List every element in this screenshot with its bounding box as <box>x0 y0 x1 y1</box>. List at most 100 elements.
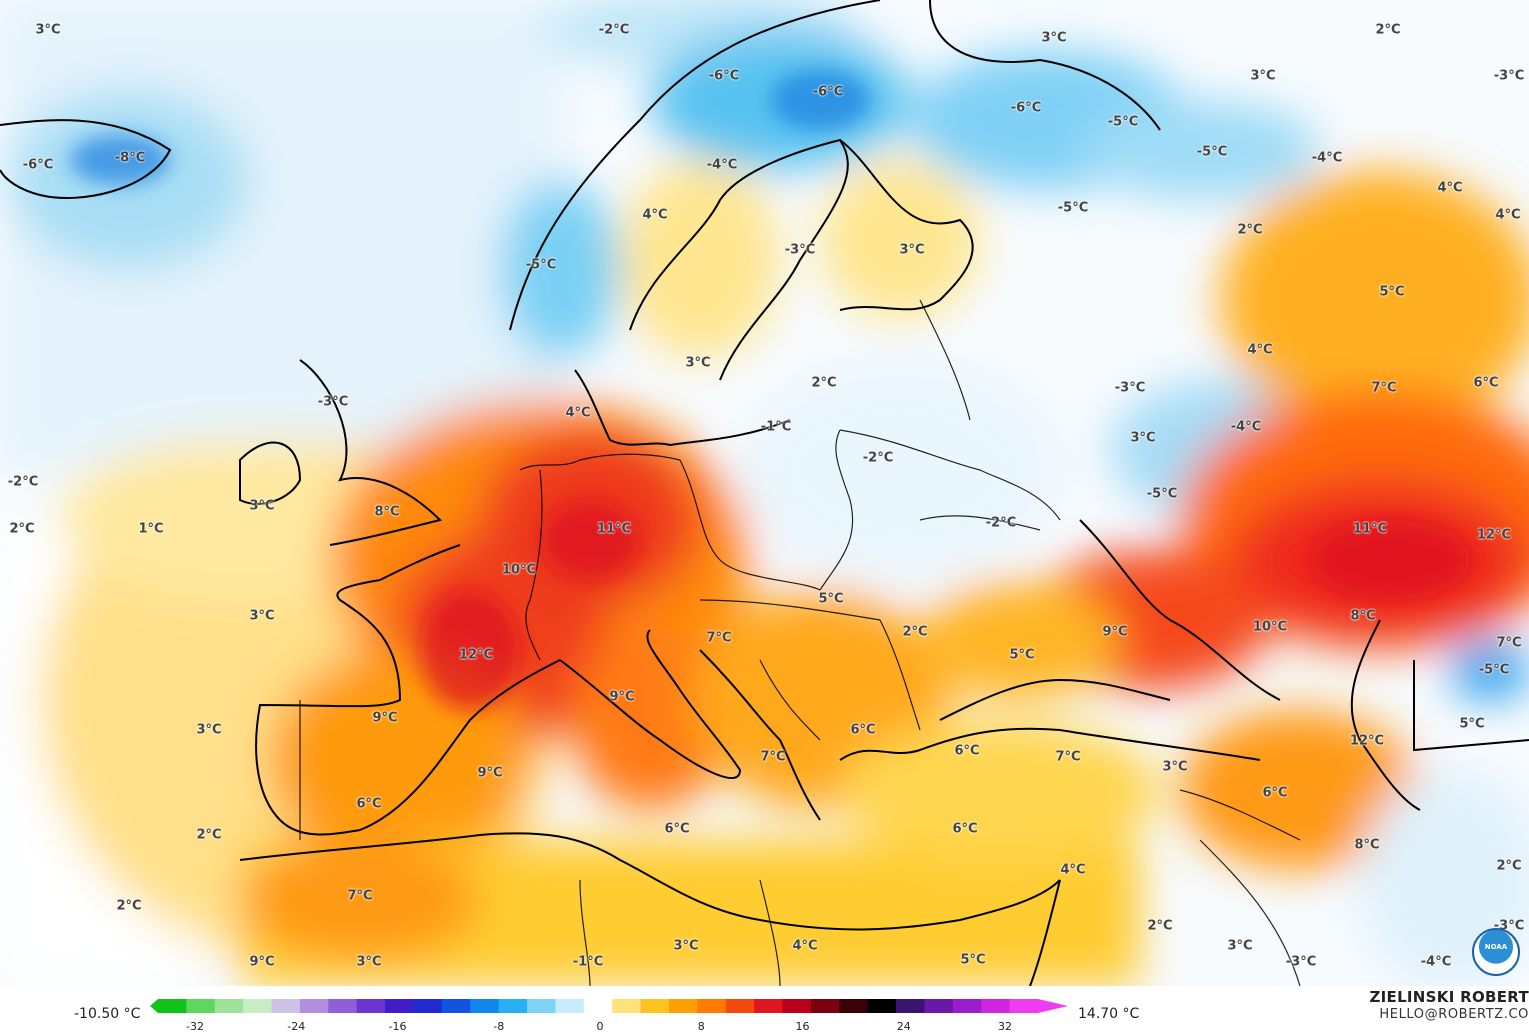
color-scale-segment <box>470 999 500 1013</box>
legend-max-value: 14.70 °C <box>1078 1006 1140 1022</box>
temperature-label: -5°C <box>1196 144 1228 160</box>
temperature-label: 3°C <box>1250 68 1276 84</box>
temperature-label: -4°C <box>1230 419 1262 435</box>
temperature-label: 9°C <box>249 954 275 970</box>
temperature-label: -3°C <box>1114 380 1146 396</box>
color-scale-segment <box>299 999 329 1013</box>
color-scale-segment <box>158 999 187 1013</box>
color-scale-segment <box>754 999 784 1013</box>
color-scale-segment <box>810 999 840 1013</box>
temperature-label: -4°C <box>1420 954 1452 970</box>
legend-tick-label: 32 <box>998 1020 1012 1033</box>
temperature-label: 9°C <box>609 689 635 705</box>
temperature-label: 6°C <box>664 821 690 837</box>
temperature-label: -2°C <box>985 515 1017 531</box>
temperature-label: 6°C <box>850 722 876 738</box>
temperature-label: -3°C <box>784 242 816 258</box>
temperature-label: 5°C <box>1459 716 1485 732</box>
temperature-label: 2°C <box>9 521 35 537</box>
temperature-label: -3°C <box>317 394 349 410</box>
temperature-label: 6°C <box>952 821 978 837</box>
temperature-label: -6°C <box>22 157 54 173</box>
temperature-label: 3°C <box>35 22 61 38</box>
temperature-label: 7°C <box>760 749 786 765</box>
temperature-label: 2°C <box>1237 222 1263 238</box>
color-scale-segment <box>271 999 301 1013</box>
color-scale-segment <box>640 999 670 1013</box>
temperature-label: 7°C <box>1496 635 1522 651</box>
color-scale-segment <box>498 999 528 1013</box>
temperature-label: -3°C <box>1285 954 1317 970</box>
color-scale-segment <box>839 999 869 1013</box>
legend-tick-label: 24 <box>896 1020 911 1033</box>
temperature-label: 7°C <box>1055 749 1081 765</box>
temperature-label: 12°C <box>1349 733 1385 749</box>
temperature-label: 12°C <box>1476 527 1512 543</box>
temperature-label: 12°C <box>458 647 494 663</box>
legend-min-value: -10.50 °C <box>74 1006 141 1022</box>
temperature-label: 4°C <box>642 207 668 223</box>
temperature-label: 1°C <box>138 521 164 537</box>
color-scale-segment <box>385 999 414 1013</box>
color-scale-segment <box>356 999 386 1013</box>
legend-tick-label: -8 <box>493 1020 505 1033</box>
temperature-label: 9°C <box>1102 624 1128 640</box>
color-scale-segment <box>243 999 273 1013</box>
color-scale-segment <box>186 999 216 1013</box>
color-scale-segment <box>725 999 755 1013</box>
temperature-label: 7°C <box>1371 380 1397 396</box>
temperature-label: 6°C <box>1262 785 1288 801</box>
color-scale-segment <box>413 999 443 1013</box>
temperature-label: 11°C <box>1352 521 1388 537</box>
legend-tick-label: 8 <box>697 1020 705 1033</box>
temperature-label: 11°C <box>596 521 632 537</box>
temperature-label: 5°C <box>818 591 844 607</box>
temperature-label: 5°C <box>1009 647 1035 663</box>
temperature-label: 6°C <box>1473 375 1499 391</box>
temperature-label: -4°C <box>1311 150 1343 166</box>
temperature-label: 2°C <box>811 375 837 391</box>
legend-tick-label: -32 <box>186 1020 204 1033</box>
temperature-label: 4°C <box>1060 862 1086 878</box>
temperature-anomaly-field <box>0 0 1529 986</box>
temperature-label: -1°C <box>760 419 792 435</box>
color-scale-min-arrow <box>150 999 158 1013</box>
temperature-label: -6°C <box>812 84 844 100</box>
temperature-label: 3°C <box>249 498 275 514</box>
temperature-label: 10°C <box>1252 619 1288 635</box>
color-scale-segment <box>583 999 613 1013</box>
temperature-label: 6°C <box>954 743 980 759</box>
temperature-label: -2°C <box>598 22 630 38</box>
temperature-label: 2°C <box>902 624 928 640</box>
temperature-label: 8°C <box>1350 608 1376 624</box>
temperature-label: 3°C <box>196 722 222 738</box>
noaa-logo-icon: NOAA <box>1472 928 1520 976</box>
temperature-label: 6°C <box>356 796 382 812</box>
color-scale-segment <box>867 999 897 1013</box>
temperature-label: 8°C <box>374 504 400 520</box>
color-scale-segment <box>328 999 358 1013</box>
temperature-label: 3°C <box>1162 759 1188 775</box>
temperature-label: 9°C <box>477 765 503 781</box>
coastlines <box>0 0 1529 986</box>
author-name: ZIELINSKI ROBERT <box>1369 988 1529 1006</box>
color-scale-segment <box>782 999 812 1013</box>
temperature-label: 8°C <box>1354 837 1380 853</box>
color-scale-segment <box>441 999 471 1013</box>
temperature-map: 3°C -2°C 3°C 2°C -6°C -6°C -6°C 3°C -3°C -5°C -5°C… <box>0 0 1529 986</box>
legend-tick-label: -24 <box>287 1020 306 1033</box>
temperature-label: 2°C <box>1496 858 1522 874</box>
temperature-label: 4°C <box>1495 207 1521 223</box>
temperature-label: -5°C <box>1107 114 1139 130</box>
legend-tick-label: 16 <box>795 1020 810 1033</box>
legend-tick-label: -16 <box>388 1020 407 1033</box>
color-scale-segment <box>924 999 954 1013</box>
color-scale-segment <box>555 999 585 1013</box>
temperature-label: 2°C <box>116 898 142 914</box>
temperature-label: 4°C <box>1247 342 1273 358</box>
temperature-label: -3°C <box>1493 68 1525 84</box>
color-scale-segment <box>1009 999 1039 1013</box>
temperature-label: -6°C <box>1010 100 1042 116</box>
temperature-label: 4°C <box>565 405 591 421</box>
temperature-label: 3°C <box>249 608 275 624</box>
